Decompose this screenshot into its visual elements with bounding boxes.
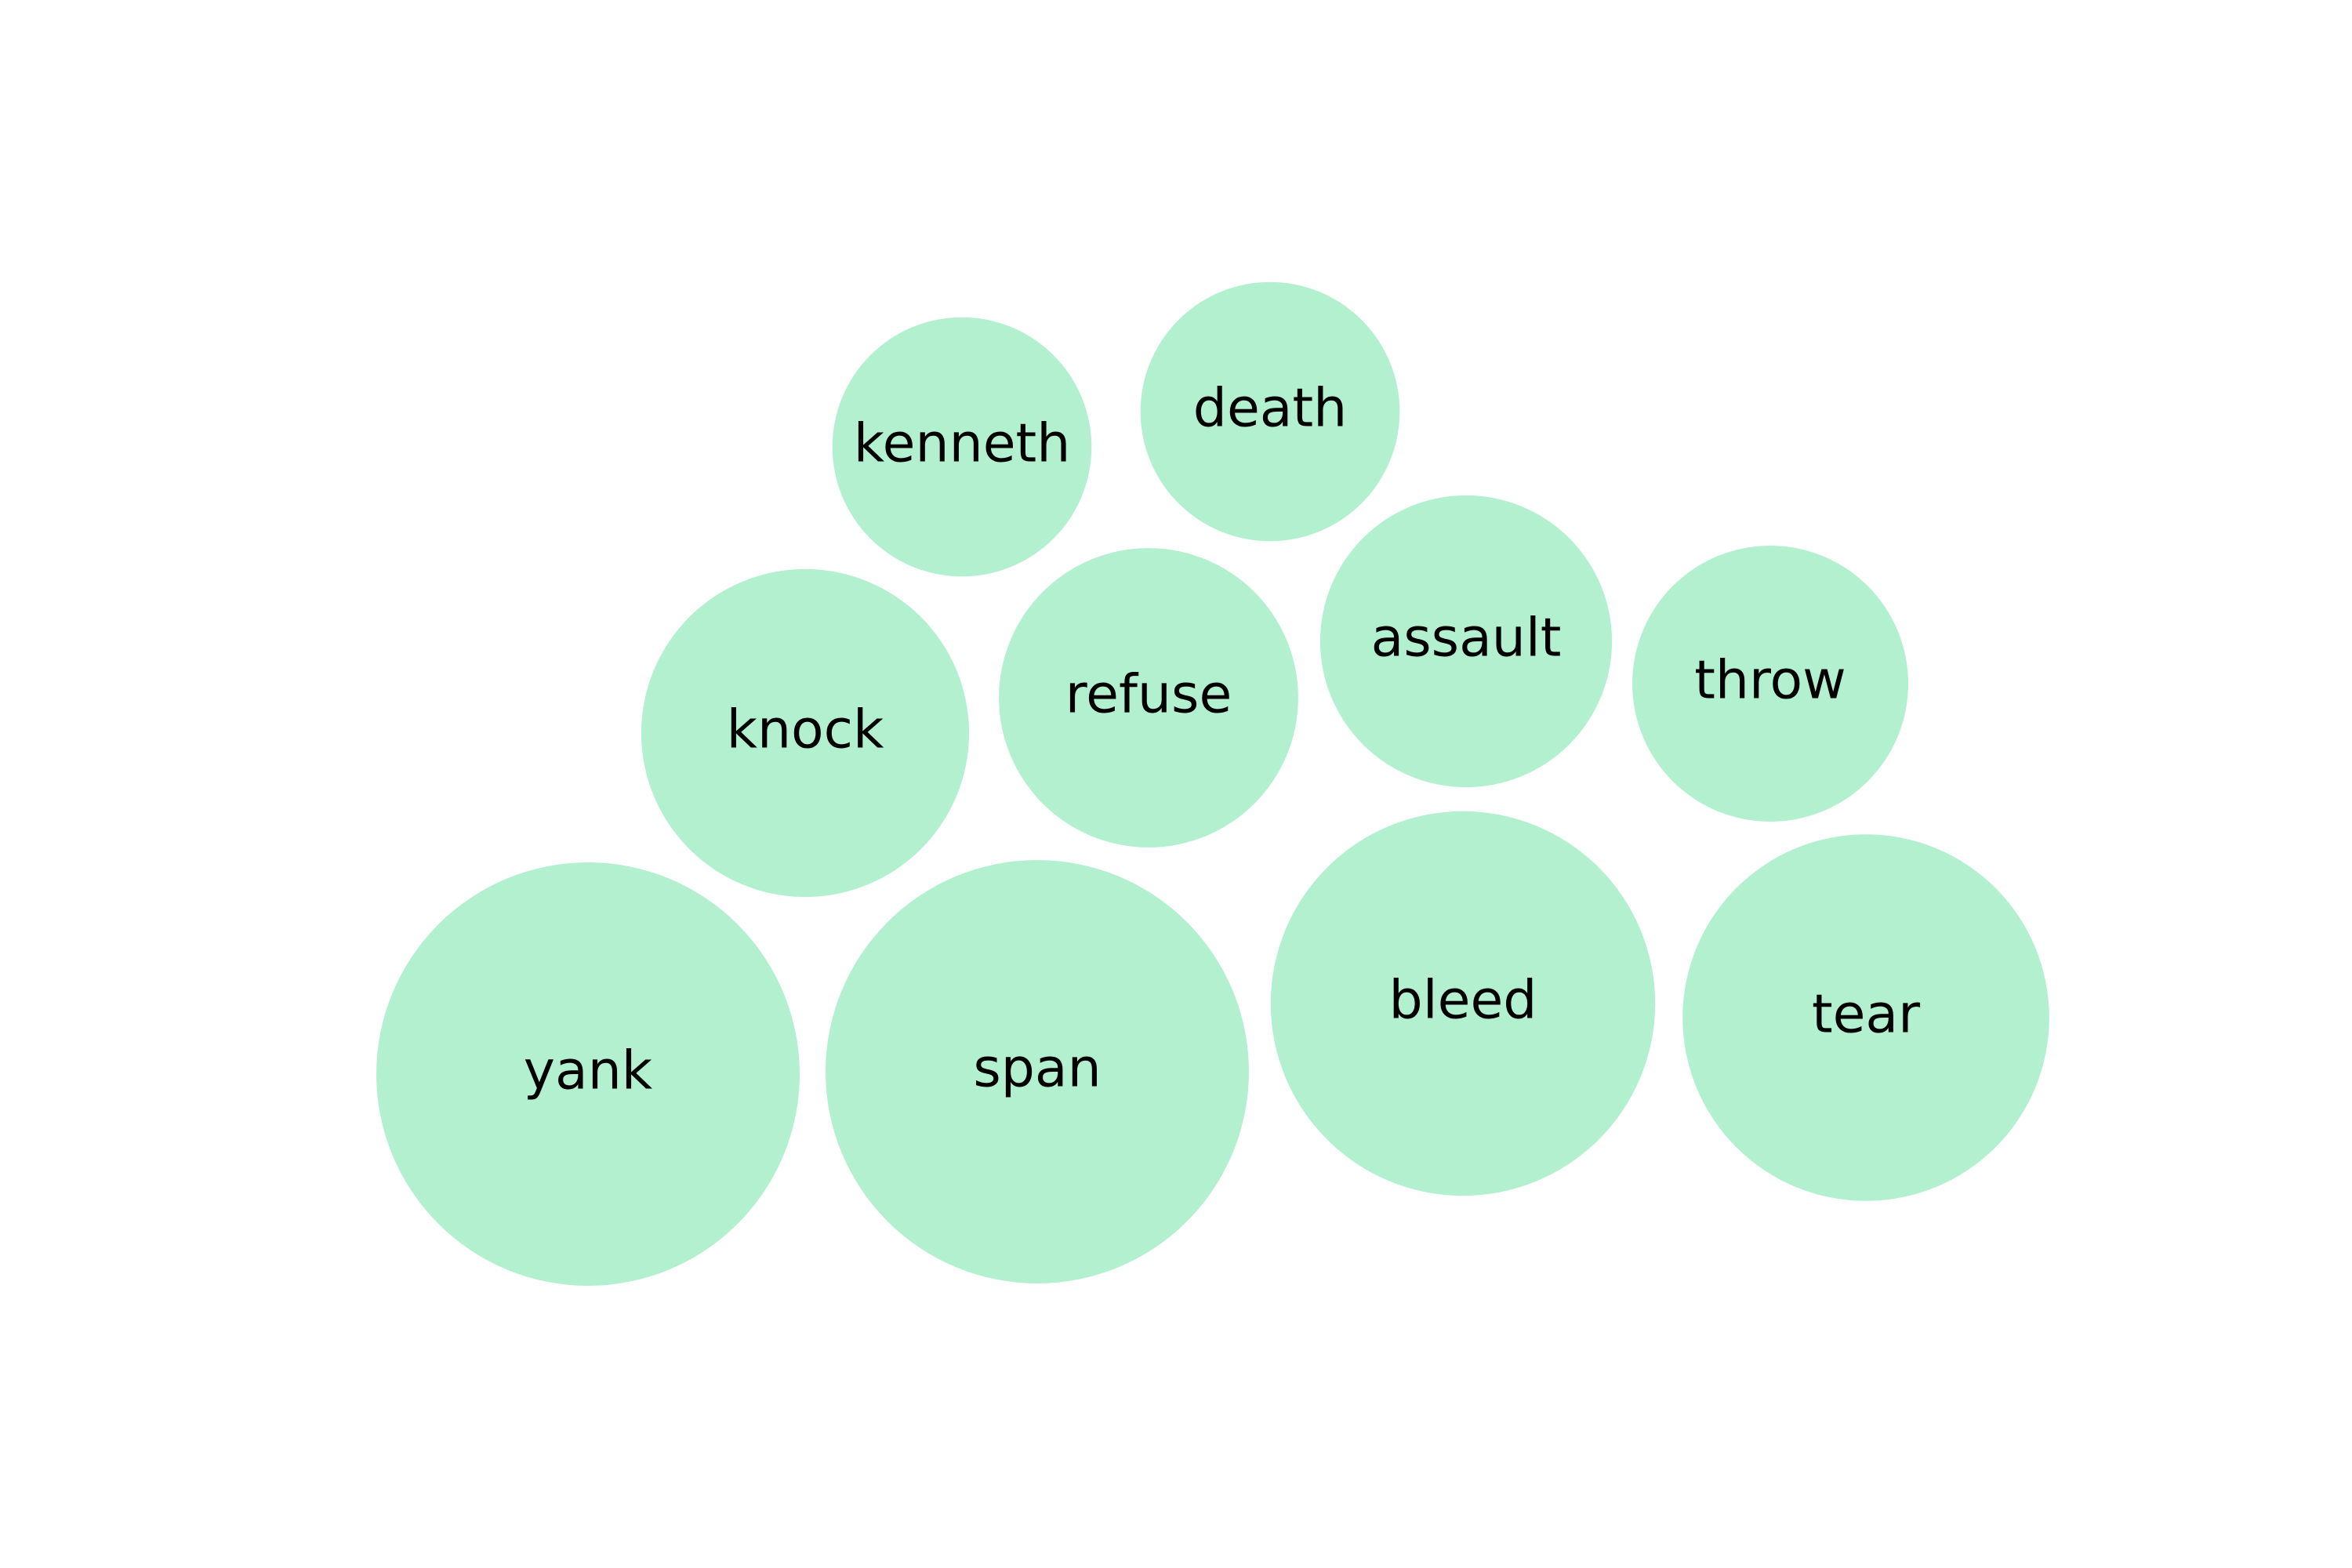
bubble-circle-kenneth [832, 317, 1092, 577]
bubble-label-span: span [973, 1038, 1101, 1100]
bubble-refuse: refuse [999, 548, 1298, 848]
bubble-circle-throw [1632, 546, 1908, 822]
bubble-yank: yank [376, 862, 800, 1286]
bubble-circle-assault [1319, 495, 1613, 788]
bubble-label-death: death [1193, 378, 1347, 440]
bubble-circle-span [826, 860, 1249, 1283]
bubble-bleed: bleed [1270, 811, 1656, 1196]
bubble-assault: assault [1319, 495, 1613, 788]
bubble-label-assault: assault [1371, 608, 1562, 670]
bubble-label-yank: yank [524, 1040, 653, 1102]
bubble-kenneth: kenneth [832, 317, 1092, 577]
bubble-throw: throw [1632, 546, 1908, 822]
bubble-circle-death [1140, 281, 1400, 542]
bubble-circle-refuse [999, 548, 1298, 848]
bubble-label-tear: tear [1812, 984, 1920, 1046]
bubble-label-bleed: bleed [1389, 970, 1537, 1032]
bubble-circle-tear [1682, 834, 2049, 1201]
bubble-label-kenneth: kenneth [854, 413, 1071, 475]
bubble-label-knock: knock [727, 699, 884, 761]
bubble-circle-knock [641, 568, 970, 898]
bubble-label-throw: throw [1694, 650, 1846, 712]
bubble-span: span [826, 860, 1249, 1283]
bubble-circle-bleed [1270, 811, 1656, 1196]
bubble-label-refuse: refuse [1065, 664, 1232, 726]
bubble-knock: knock [641, 568, 970, 898]
bubble-death: death [1140, 281, 1400, 542]
bubble-circle-yank [376, 862, 800, 1286]
bubble-tear: tear [1682, 834, 2049, 1201]
